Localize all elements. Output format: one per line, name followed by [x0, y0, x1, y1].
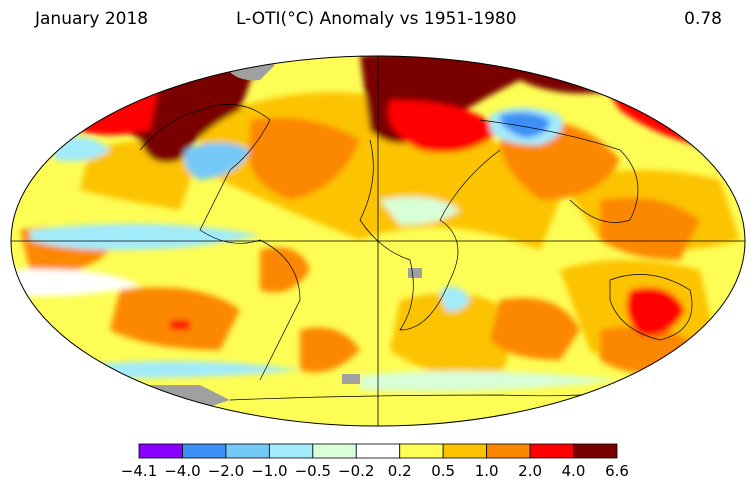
anomaly-region-blue-central-asia-core	[500, 112, 550, 138]
legend-swatch	[138, 443, 183, 459]
anomaly-region-orange-indian-ocean	[490, 298, 580, 360]
anomaly-region-red-europe	[388, 100, 500, 153]
legend-swatch	[182, 443, 227, 459]
legend-swatch	[573, 443, 618, 459]
legend-tick-label: 6.6	[605, 462, 629, 480]
anomaly-region-lightgreen-sahara	[380, 196, 460, 225]
coastline-australia	[609, 274, 693, 341]
no-data-region-africa	[408, 268, 422, 278]
anomaly-map	[10, 55, 746, 427]
legend-tick-label: 2.0	[518, 462, 542, 480]
legend-tick-label: 4.0	[562, 462, 586, 480]
map-title: L-OTI(°C) Anomaly vs 1951-1980	[236, 9, 517, 29]
coastline-americas	[139, 104, 301, 381]
legend-tick-label: −0.5	[295, 462, 331, 480]
legend-swatch	[442, 443, 488, 459]
anomaly-region-orange-south-atlantic-west	[300, 327, 360, 373]
legend-tick-label: −1.0	[251, 462, 287, 480]
legend-tick-label: −4.1	[121, 462, 157, 480]
legend-tick-label: 0.5	[431, 462, 455, 480]
legend-swatch	[529, 443, 574, 459]
legend-swatch	[268, 443, 314, 459]
legend-tick-label: −4.0	[164, 462, 200, 480]
no-data-region-south-atlantic	[342, 374, 360, 384]
anomaly-region-orange-south-atlantic	[390, 293, 520, 380]
legend-tick-label: 1.0	[475, 462, 499, 480]
legend-swatch	[225, 443, 270, 459]
coastline-africa	[359, 139, 501, 331]
legend-tick-label: −2.0	[208, 462, 244, 480]
anomaly-region-lightblue-southern-ocean	[80, 361, 300, 379]
global-mean-value: 0.78	[684, 9, 722, 29]
legend-swatch	[486, 443, 531, 459]
legend-swatch	[312, 443, 357, 459]
anomaly-region-blue-eastern-north-america	[184, 142, 250, 180]
map-border	[10, 55, 746, 427]
coastlines	[139, 104, 693, 401]
anomaly-region-lightblue-equatorial-pacific	[30, 223, 260, 250]
anomaly-region-lightgreen-antarctic-coast	[360, 371, 620, 392]
anomaly-region-red-eastern-australia	[626, 287, 685, 336]
coastline-eurasia	[479, 119, 639, 223]
anomaly-region-orange-south-pacific	[110, 287, 240, 350]
anomaly-region-orange-east-asia	[600, 197, 700, 260]
legend-swatch	[355, 443, 401, 459]
legend-tick-labels: −4.1 −4.0 −2.0 −1.0 −0.5 −0.2 0.2 0.5 1.0 2.0 4.0 6…	[121, 462, 629, 480]
legend-color-boxes	[138, 443, 618, 459]
map-month-label: January 2018	[35, 9, 149, 29]
legend-swatch	[399, 443, 444, 459]
anomaly-region-orange-greenland-sea	[248, 117, 360, 200]
anomaly-region-white-east-pacific	[11, 269, 140, 297]
anomaly-region-lightblue-madagascar	[440, 286, 470, 312]
legend-tick-label: 0.2	[388, 462, 412, 480]
legend-tick-label: −0.2	[338, 462, 374, 480]
anomaly-region-red-south-pacific-spot	[170, 320, 190, 330]
